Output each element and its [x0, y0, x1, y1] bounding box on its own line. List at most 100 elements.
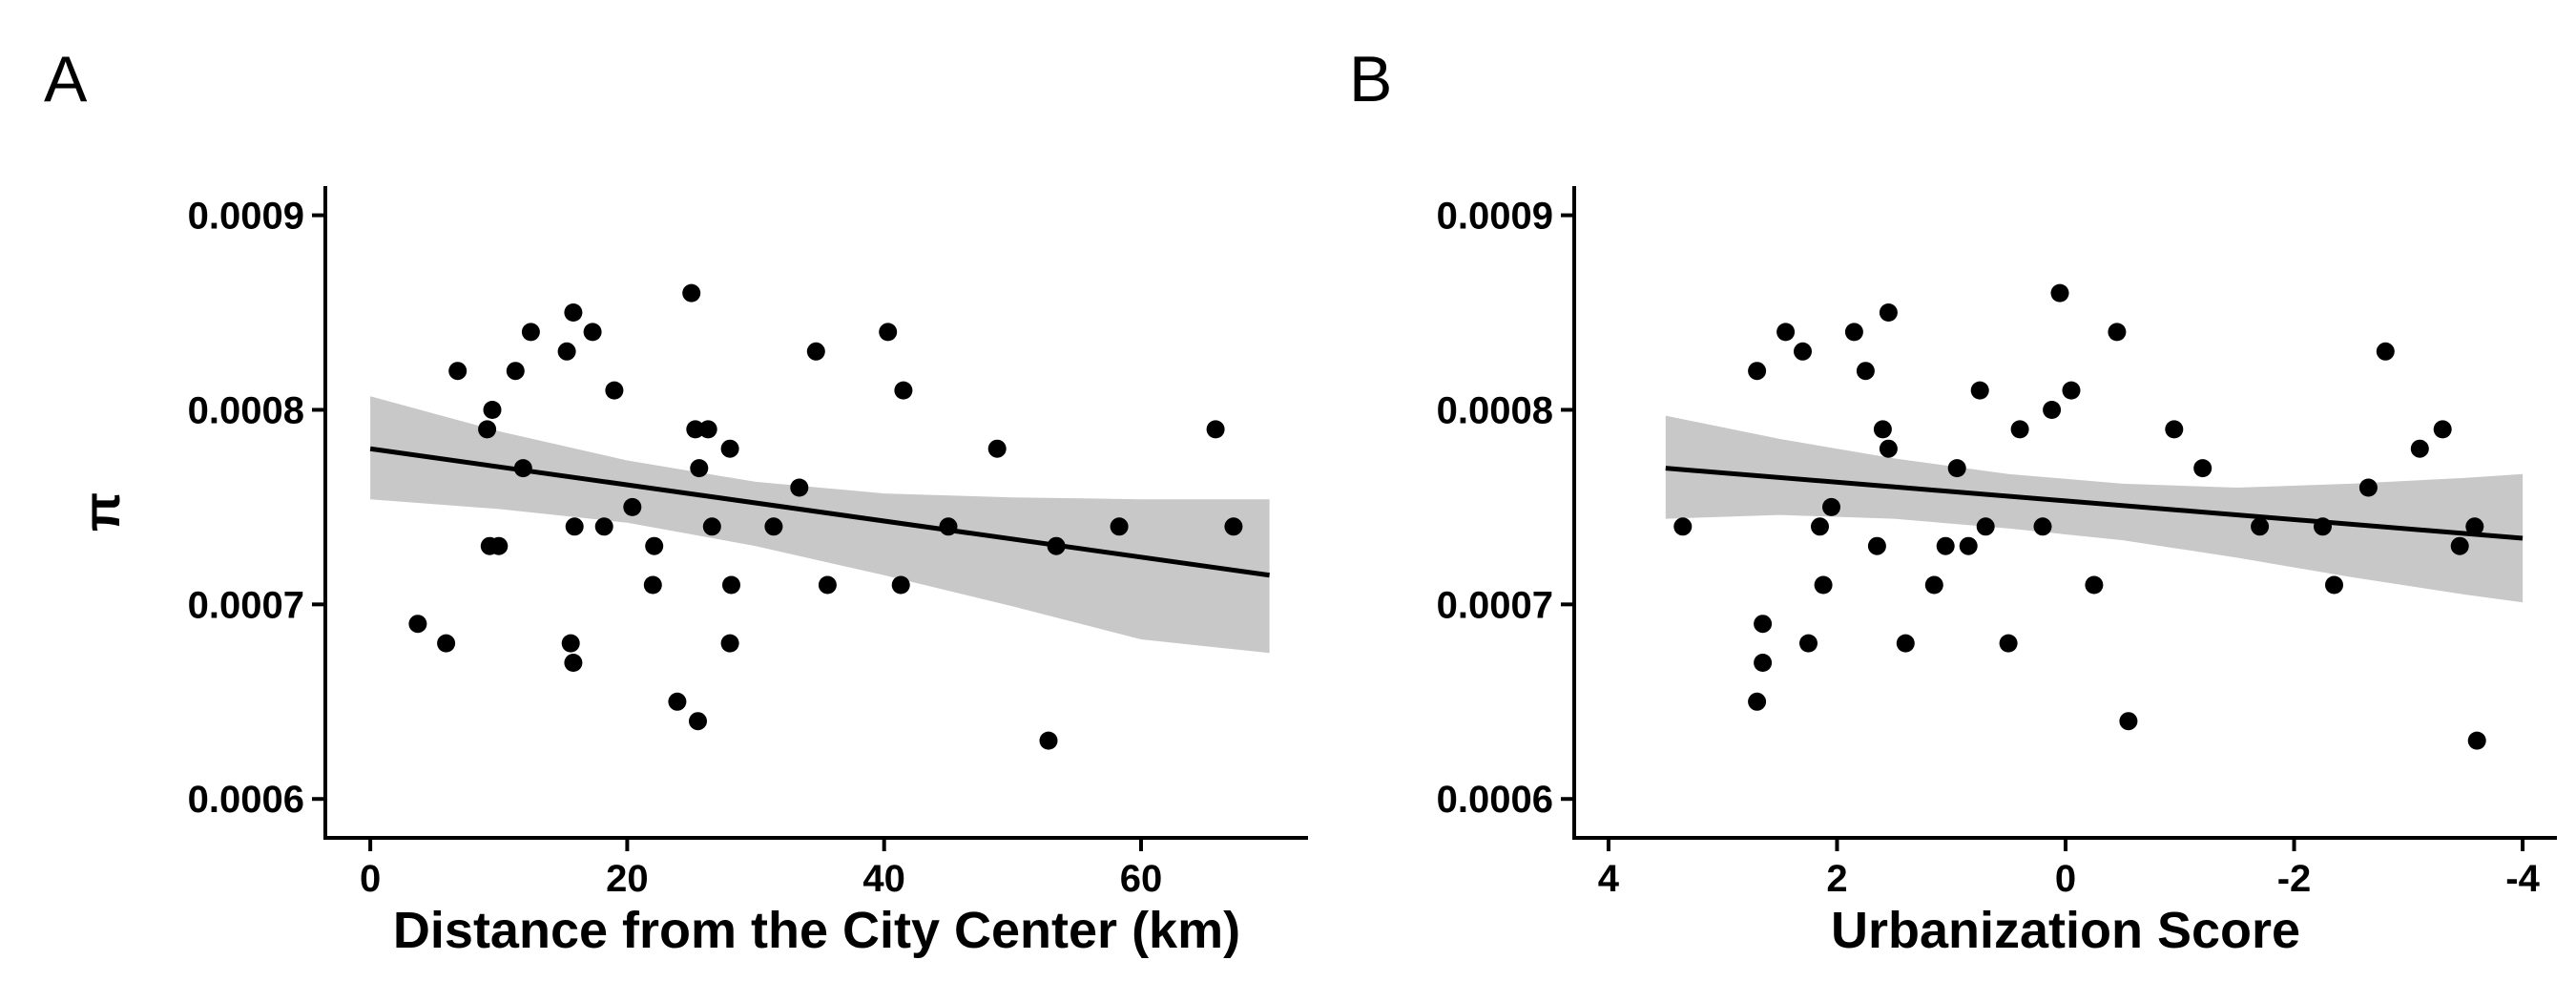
data-point — [1844, 323, 1863, 342]
data-point — [2433, 420, 2452, 439]
data-point — [2062, 381, 2081, 400]
data-point — [2465, 517, 2484, 536]
regression-line — [1665, 466, 2524, 541]
data-point — [564, 654, 583, 672]
x-axis-title: Urbanization Score — [1831, 902, 2300, 959]
data-point — [879, 323, 898, 342]
data-point — [1879, 303, 1898, 322]
data-point — [2050, 283, 2069, 303]
data-point — [720, 634, 739, 653]
data-point — [1814, 575, 1833, 595]
data-point — [557, 342, 576, 361]
data-point — [2010, 420, 2029, 439]
data-point — [2193, 459, 2212, 478]
data-point — [682, 283, 701, 303]
data-point — [1896, 634, 1915, 653]
data-point — [668, 692, 687, 711]
x-tick-label: 60 — [1120, 858, 1163, 900]
y-tick-label: 0.0008 — [188, 389, 304, 431]
data-point — [1822, 497, 1840, 516]
data-point — [408, 615, 427, 634]
x-tick-label: 20 — [606, 858, 649, 900]
data-point — [564, 303, 583, 322]
data-point — [690, 459, 709, 478]
data-point — [1867, 536, 1886, 555]
data-point — [1224, 517, 1243, 536]
data-point — [894, 381, 913, 400]
x-tick-label: 0 — [360, 858, 381, 900]
data-point — [2325, 575, 2343, 595]
data-point — [2108, 323, 2127, 342]
data-point — [623, 497, 642, 516]
data-point — [2450, 536, 2469, 555]
data-point — [1959, 536, 1978, 555]
data-point — [1673, 517, 1693, 536]
data-point — [806, 342, 825, 361]
data-point — [1936, 536, 1955, 555]
data-point — [513, 459, 532, 478]
panel-letter-a: A — [44, 43, 88, 115]
data-point — [1039, 731, 1058, 750]
x-tick-label: 0 — [2055, 858, 2076, 900]
data-point — [987, 439, 1007, 458]
data-point — [594, 517, 613, 536]
data-point — [1110, 517, 1129, 536]
data-point — [2119, 712, 2138, 731]
x-tick-label: 4 — [1598, 858, 1620, 900]
scatter-panel-b: 0.0006 0.0007 0.0008 0.0009 4 2 0 -2 -4 Urbanizat… — [1437, 186, 2557, 959]
data-point — [521, 323, 540, 342]
data-point — [1811, 517, 1829, 536]
data-point — [764, 517, 783, 536]
data-point — [448, 362, 467, 381]
data-point — [939, 517, 958, 536]
data-point — [1754, 615, 1773, 634]
data-point — [483, 401, 502, 419]
data-point — [720, 439, 739, 458]
data-point — [1856, 362, 1875, 381]
data-point — [2467, 731, 2486, 750]
data-point — [1748, 362, 1767, 381]
data-point — [2410, 439, 2429, 458]
data-point — [643, 575, 662, 595]
data-point — [2358, 478, 2378, 497]
data-point — [1970, 381, 1989, 400]
data-point — [2165, 420, 2184, 439]
data-point — [1976, 517, 1995, 536]
data-point — [686, 420, 705, 439]
data-point — [790, 478, 809, 497]
data-point — [702, 517, 721, 536]
confidence-band — [1665, 415, 2524, 603]
data-point — [1947, 459, 1966, 478]
x-tick-label: -2 — [2277, 858, 2312, 900]
panel-letter-b: B — [1349, 43, 1393, 115]
y-tick-label: 0.0006 — [188, 779, 304, 821]
data-point — [565, 517, 584, 536]
data-point — [1047, 536, 1066, 555]
data-point — [1206, 420, 1225, 439]
data-point — [2314, 517, 2332, 536]
data-point — [1748, 692, 1767, 711]
scatter-panel-a: 0.0006 0.0007 0.0008 0.0009 0 20 40 60Distance … — [73, 186, 1308, 959]
data-point — [1999, 634, 2018, 653]
data-point — [698, 420, 717, 439]
data-point — [1924, 575, 1943, 595]
y-tick-label: 0.0009 — [188, 196, 304, 238]
y-tick-label: 0.0006 — [1437, 779, 1553, 821]
data-point — [489, 536, 509, 555]
data-point — [1794, 342, 1812, 361]
x-tick-label: -4 — [2505, 858, 2540, 900]
data-point — [2251, 517, 2270, 536]
x-axis-title: Distance from the City Center (km) — [393, 902, 1240, 959]
data-point — [1879, 439, 1898, 458]
x-tick-label: 2 — [1826, 858, 1847, 900]
data-point — [478, 420, 497, 439]
data-point — [437, 634, 456, 653]
data-point — [1776, 323, 1796, 342]
data-point — [2043, 401, 2062, 419]
y-tick-label: 0.0008 — [1437, 389, 1553, 431]
data-point — [891, 575, 910, 595]
data-point — [1754, 654, 1773, 672]
data-point — [561, 634, 580, 653]
data-point — [689, 712, 707, 731]
